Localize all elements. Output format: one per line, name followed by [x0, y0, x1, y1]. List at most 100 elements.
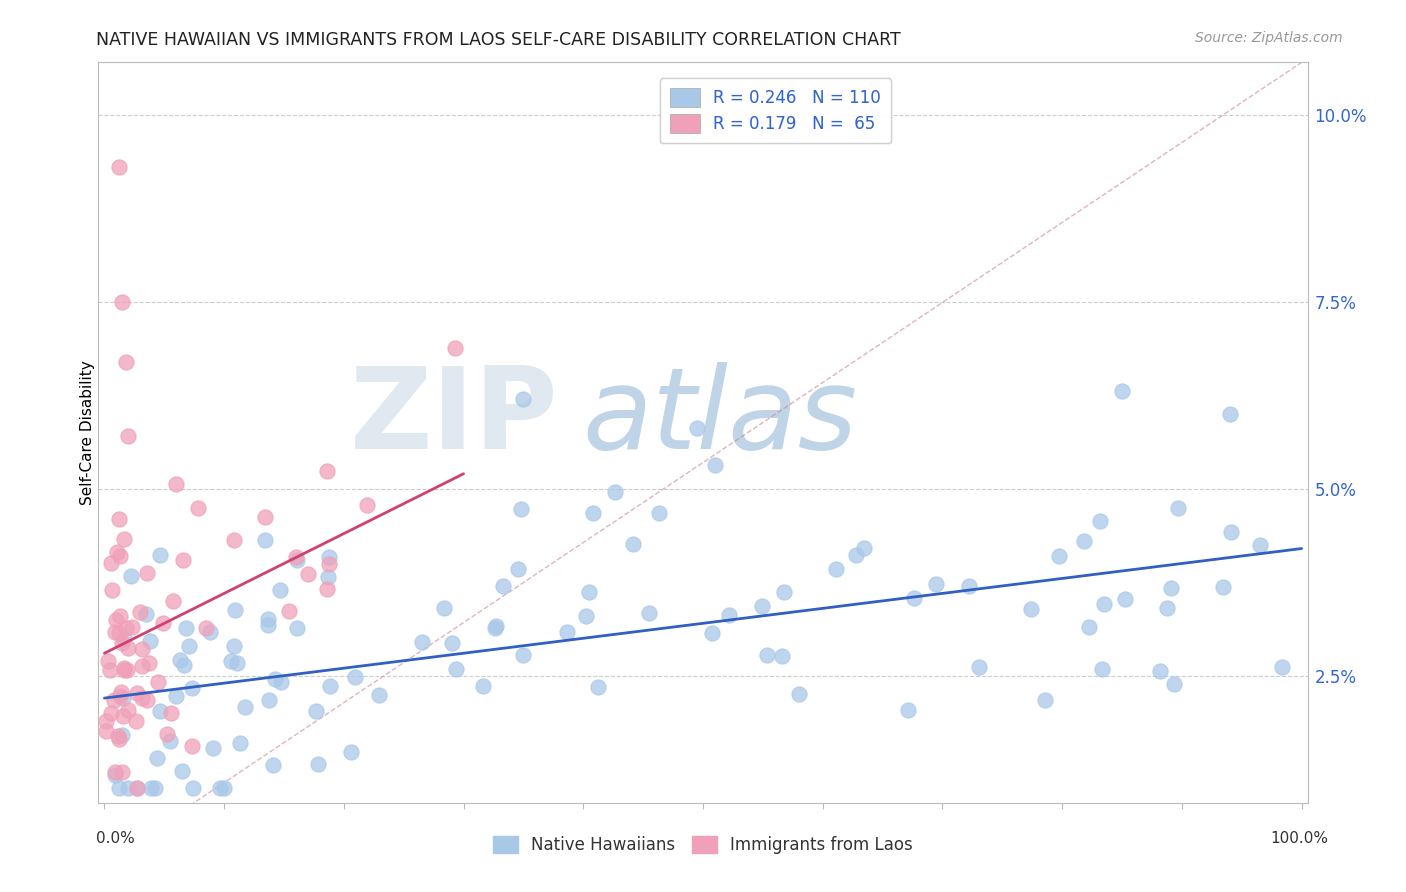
Point	[304, 704, 326, 718]
Point	[621, 537, 644, 551]
Point	[756, 648, 779, 662]
Point	[114, 660, 136, 674]
Point	[508, 562, 530, 576]
Point	[472, 679, 495, 693]
Point	[160, 706, 183, 720]
Point	[257, 618, 280, 632]
Point	[1220, 525, 1243, 540]
Point	[127, 686, 149, 700]
Point	[224, 533, 246, 547]
Point	[110, 728, 132, 742]
Point	[356, 498, 378, 512]
Text: atlas: atlas	[582, 362, 858, 474]
Point	[120, 569, 142, 583]
Point	[700, 625, 723, 640]
Point	[1219, 407, 1241, 421]
Point	[903, 591, 925, 605]
Point	[773, 584, 796, 599]
Point	[638, 606, 661, 620]
Point	[105, 613, 128, 627]
Point	[138, 656, 160, 670]
Point	[219, 654, 242, 668]
Point	[1088, 514, 1111, 528]
Point	[316, 582, 339, 596]
Point	[117, 780, 139, 795]
Point	[202, 740, 225, 755]
Legend: R = 0.246   N = 110, R = 0.179   N =  65: R = 0.246 N = 110, R = 0.179 N = 65	[659, 78, 891, 144]
Point	[263, 672, 285, 686]
Text: ZIP: ZIP	[350, 362, 558, 474]
Point	[254, 509, 277, 524]
Point	[704, 458, 727, 472]
Point	[129, 606, 152, 620]
Point	[444, 341, 467, 355]
Point	[751, 599, 773, 613]
Point	[149, 548, 172, 562]
Point	[433, 601, 456, 615]
Point	[198, 625, 221, 640]
Point	[110, 685, 132, 699]
Point	[111, 635, 134, 649]
Point	[1163, 677, 1185, 691]
Point	[582, 506, 605, 520]
Point	[115, 354, 138, 368]
Point	[139, 634, 162, 648]
Point	[957, 578, 980, 592]
Point	[233, 699, 256, 714]
Point	[108, 689, 131, 703]
Point	[136, 566, 159, 580]
Point	[824, 562, 846, 576]
Point	[117, 703, 139, 717]
Text: 0.0%: 0.0%	[96, 831, 135, 846]
Point	[149, 704, 172, 718]
Point	[277, 604, 299, 618]
Point	[510, 501, 533, 516]
Point	[588, 680, 610, 694]
Point	[285, 549, 308, 564]
Point	[226, 657, 249, 671]
Point	[647, 506, 669, 520]
Point	[105, 545, 128, 559]
Point	[208, 780, 231, 795]
Point	[107, 729, 129, 743]
Point	[125, 714, 148, 728]
Point	[484, 621, 506, 635]
Point	[115, 663, 138, 677]
Point	[318, 557, 340, 571]
Point	[787, 687, 810, 701]
Point	[1019, 602, 1042, 616]
Point	[256, 612, 278, 626]
Point	[1049, 549, 1071, 563]
Point	[159, 734, 181, 748]
Point	[269, 582, 291, 597]
Point	[146, 750, 169, 764]
Text: Source: ZipAtlas.com: Source: ZipAtlas.com	[1195, 31, 1343, 45]
Point	[1091, 662, 1114, 676]
Point	[229, 736, 252, 750]
Text: 100.0%: 100.0%	[1271, 831, 1329, 846]
Point	[555, 624, 578, 639]
Point	[172, 764, 194, 778]
Text: NATIVE HAWAIIAN VS IMMIGRANTS FROM LAOS SELF-CARE DISABILITY CORRELATION CHART: NATIVE HAWAIIAN VS IMMIGRANTS FROM LAOS …	[96, 31, 900, 49]
Point	[115, 621, 138, 635]
Point	[108, 780, 131, 795]
Point	[441, 635, 464, 649]
Point	[103, 692, 125, 706]
Point	[1073, 533, 1095, 548]
Point	[339, 745, 361, 759]
Point	[143, 780, 166, 795]
Point	[104, 767, 127, 781]
Point	[98, 663, 121, 677]
Point	[100, 706, 122, 721]
Point	[1092, 597, 1115, 611]
Point	[165, 689, 187, 703]
Point	[169, 653, 191, 667]
Point	[181, 739, 204, 753]
Y-axis label: Self-Care Disability: Self-Care Disability	[80, 360, 94, 505]
Point	[108, 625, 131, 640]
Point	[717, 607, 740, 622]
Point	[108, 512, 131, 526]
Point	[96, 714, 118, 729]
Point	[214, 780, 236, 795]
Point	[117, 640, 139, 655]
